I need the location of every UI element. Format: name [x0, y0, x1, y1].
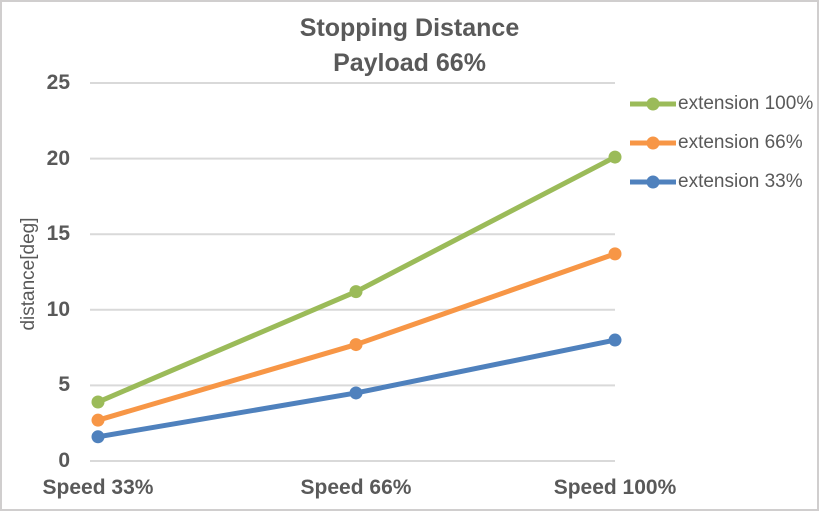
data-point-marker [91, 430, 105, 444]
y-axis-tick-label: 25 [46, 71, 70, 94]
legend-label: extension 100% [678, 93, 814, 114]
y-axis-tick-label: 10 [46, 297, 70, 321]
legend-line-marker-icon [630, 97, 676, 111]
y-axis-tick-label: 15 [46, 222, 70, 246]
legend-entry-extension-100: extension 100% [630, 92, 813, 116]
legend-label: extension 66% [678, 132, 803, 153]
legend-line-marker-icon [630, 136, 676, 150]
plot-area [90, 82, 622, 462]
y-axis-tick-label: 5 [58, 373, 70, 397]
data-point-marker [349, 386, 363, 400]
data-point-marker [349, 285, 363, 299]
legend-line-marker-icon [630, 175, 676, 189]
legend: extension 100% extension 66% extension 3… [630, 92, 813, 194]
y-axis-title: distance[deg] [18, 217, 39, 331]
data-point-marker [349, 338, 363, 352]
x-axis-label: Speed 100% [553, 476, 677, 499]
x-axis-label: Speed 33% [42, 476, 154, 499]
data-point-marker [91, 395, 105, 409]
data-point-marker [608, 247, 622, 261]
chart-title-line1: Stopping Distance [299, 14, 520, 42]
data-point-marker [91, 413, 105, 427]
y-axis-tick-label: 0 [58, 449, 70, 472]
legend-entry-extension-33: extension 33% [630, 170, 813, 194]
legend-entry-extension-66: extension 66% [630, 131, 813, 155]
data-point-marker [608, 333, 622, 347]
y-axis-tick-label: 20 [46, 146, 70, 170]
chart-title: Stopping Distance Payload 66% [2, 11, 817, 81]
data-point-marker [608, 150, 622, 164]
x-axis-label: Speed 66% [300, 476, 412, 499]
chart-title-line2: Payload 66% [333, 49, 486, 77]
legend-label: extension 33% [678, 171, 803, 192]
